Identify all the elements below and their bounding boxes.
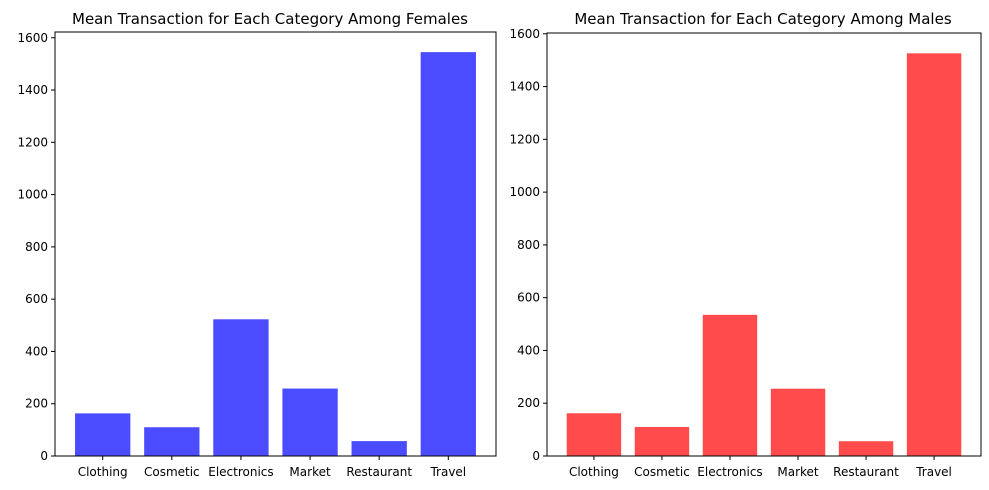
male-bar-cosmetic [634,426,690,456]
female-y-tick-label: 1200 [17,135,48,149]
female-bar-market [282,388,338,456]
female-y-tick-label: 800 [25,240,48,254]
female-x-tick-label: Electronics [208,465,273,479]
male-bar-clothing [566,413,622,456]
female-y-tick-label: 1600 [17,31,48,45]
female-x-tick-label: Cosmetic [144,465,200,479]
male-y-tick-label: 400 [517,343,540,357]
male-bar-travel [906,53,962,456]
male-x-tick-label: Restaurant [833,465,899,479]
female-y-tick-label: 200 [25,397,48,411]
male-y-tick-label: 1600 [509,27,540,41]
male-y-tick-label: 1200 [509,132,540,146]
male-y-tick-label: 1400 [509,80,540,94]
male-x-tick-label: Market [777,465,819,479]
male-y-tick-label: 200 [517,396,540,410]
female-y-tick-label: 1400 [17,83,48,97]
male-y-tick-label: 0 [532,449,540,463]
female-bar-electronics [213,319,269,456]
male-x-tick-label: Cosmetic [634,465,690,479]
female-x-tick-label: Market [289,465,331,479]
male-bar-electronics [702,314,758,456]
female-y-axis-ticks: 0 200 400 600 800 1000 1200 1400 1600 [17,31,55,463]
female-bars [75,52,476,456]
male-bar-restaurant [838,441,894,456]
male-bar-market [770,388,826,456]
female-x-tick-label: Clothing [78,465,128,479]
female-bar-clothing [75,413,131,456]
male-x-tick-label: Electronics [697,465,762,479]
male-y-axis-ticks: 0 200 400 600 800 1000 1200 1400 1600 [509,27,547,463]
male-bars [566,53,962,456]
female-bar-cosmetic [144,427,200,456]
female-x-tick-label: Travel [429,465,466,479]
female-bar-travel [420,52,476,456]
female-x-axis-ticks: Clothing Cosmetic Electronics Market Restaur… [78,456,466,479]
female-y-tick-label: 1000 [17,188,48,202]
male-x-tick-label: Clothing [569,465,619,479]
male-y-tick-label: 600 [517,291,540,305]
female-bar-restaurant [351,441,407,456]
male-y-tick-label: 800 [517,238,540,252]
female-y-tick-label: 400 [25,344,48,358]
female-chart-title: Mean Transaction for Each Category Among… [72,10,468,28]
female-y-tick-label: 600 [25,292,48,306]
male-x-tick-label: Travel [915,465,952,479]
male-chart-panel: Mean Transaction for Each Category Among… [509,10,982,479]
female-plot-frame [54,31,497,457]
female-y-tick-label: 0 [40,449,48,463]
male-x-axis-ticks: Clothing Cosmetic Electronics Market Restaur… [569,456,952,479]
male-plot-frame [546,32,982,457]
female-x-tick-label: Restaurant [346,465,412,479]
male-chart-title: Mean Transaction for Each Category Among… [574,10,951,28]
female-chart-panel: Mean Transaction for Each Category Among… [17,10,497,479]
male-y-tick-label: 1000 [509,185,540,199]
